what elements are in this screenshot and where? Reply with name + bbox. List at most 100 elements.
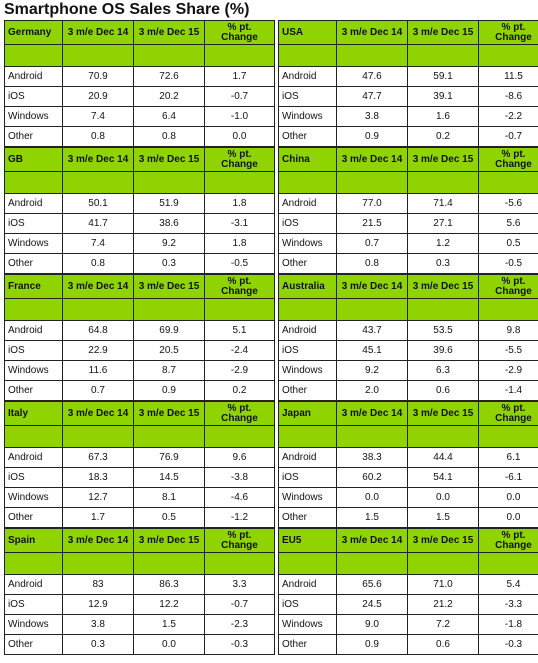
table-row-android: Android 65.6 71.0 5.4 bbox=[278, 574, 538, 595]
spacer-cell bbox=[204, 298, 275, 321]
os-label: Windows bbox=[278, 106, 337, 127]
value-dec-15: 20.5 bbox=[133, 340, 205, 361]
table-row-other: Other 0.9 0.6 -0.3 bbox=[278, 634, 538, 655]
table-row-android: Android 43.7 53.5 9.8 bbox=[278, 320, 538, 341]
column-header: 3 m/e Dec 15 bbox=[133, 401, 205, 426]
table-row-ios: iOS 21.5 27.1 5.6 bbox=[278, 213, 538, 234]
value-pt-change: -2.2 bbox=[478, 106, 538, 127]
os-label: Other bbox=[4, 634, 63, 655]
spacer-cell bbox=[478, 298, 538, 321]
spacer-cell bbox=[336, 44, 408, 67]
region-name: France bbox=[4, 274, 63, 299]
column-header: % pt. Change bbox=[478, 147, 538, 172]
value-dec-14: 7.4 bbox=[62, 233, 134, 254]
os-label: Other bbox=[4, 507, 63, 528]
column-header: 3 m/e Dec 14 bbox=[62, 20, 134, 45]
value-dec-15: 71.4 bbox=[407, 193, 479, 214]
os-label: iOS bbox=[278, 467, 337, 488]
spacer-cell bbox=[407, 298, 479, 321]
value-dec-14: 12.9 bbox=[62, 594, 134, 615]
value-pt-change: 0.5 bbox=[478, 233, 538, 254]
value-pt-change: -2.9 bbox=[478, 360, 538, 381]
os-label: iOS bbox=[4, 340, 63, 361]
column-header: % pt. Change bbox=[204, 528, 275, 553]
table-row-android: Android 77.0 71.4 -5.6 bbox=[278, 193, 538, 214]
value-pt-change: -0.7 bbox=[478, 126, 538, 147]
value-dec-15: 0.3 bbox=[133, 253, 205, 274]
value-pt-change: -0.7 bbox=[204, 86, 275, 107]
spacer-row bbox=[4, 425, 275, 448]
value-pt-change: 1.8 bbox=[204, 233, 275, 254]
os-label: Android bbox=[4, 66, 63, 87]
spacer-cell bbox=[278, 171, 337, 194]
value-dec-15: 0.0 bbox=[133, 634, 205, 655]
value-dec-15: 6.3 bbox=[407, 360, 479, 381]
value-pt-change: -2.4 bbox=[204, 340, 275, 361]
value-dec-14: 9.2 bbox=[336, 360, 408, 381]
os-label: Other bbox=[278, 507, 337, 528]
value-dec-14: 3.8 bbox=[336, 106, 408, 127]
column-header: 3 m/e Dec 14 bbox=[336, 401, 408, 426]
value-dec-15: 1.5 bbox=[407, 507, 479, 528]
spacer-cell bbox=[204, 425, 275, 448]
value-dec-15: 39.1 bbox=[407, 86, 479, 107]
region-table-spain: Spain 3 m/e Dec 14 3 m/e Dec 15% pt. Chang… bbox=[4, 528, 275, 655]
value-pt-change: -2.3 bbox=[204, 614, 275, 635]
header-row: Japan 3 m/e Dec 14 3 m/e Dec 15% pt. Chang… bbox=[278, 401, 538, 426]
os-label: iOS bbox=[278, 340, 337, 361]
spacer-cell bbox=[133, 552, 205, 575]
column-header: 3 m/e Dec 15 bbox=[407, 401, 479, 426]
table-row-windows: Windows 7.4 9.2 1.8 bbox=[4, 233, 275, 254]
region-name: Italy bbox=[4, 401, 63, 426]
value-pt-change: -2.9 bbox=[204, 360, 275, 381]
os-label: Other bbox=[278, 126, 337, 147]
os-label: Android bbox=[278, 66, 337, 87]
region-table: Italy 3 m/e Dec 14 3 m/e Dec 15% pt. Chang… bbox=[4, 401, 275, 528]
region-table-eu5: EU5 3 m/e Dec 14 3 m/e Dec 15% pt. Change A… bbox=[278, 528, 538, 655]
table-row-ios: iOS 18.3 14.5 -3.8 bbox=[4, 467, 275, 488]
os-label: iOS bbox=[4, 213, 63, 234]
value-pt-change: 0.0 bbox=[204, 126, 275, 147]
value-pt-change: 1.7 bbox=[204, 66, 275, 87]
region-name: Spain bbox=[4, 528, 63, 553]
header-row: EU5 3 m/e Dec 14 3 m/e Dec 15% pt. Change bbox=[278, 528, 538, 553]
spacer-cell bbox=[278, 552, 337, 575]
spacer-cell bbox=[204, 171, 275, 194]
region-table-australia: Australia 3 m/e Dec 14 3 m/e Dec 15% pt. C… bbox=[278, 274, 538, 401]
region-name: Japan bbox=[278, 401, 337, 426]
spacer-cell bbox=[407, 425, 479, 448]
column-header: 3 m/e Dec 15 bbox=[133, 528, 205, 553]
spacer-row bbox=[278, 44, 538, 67]
value-dec-15: 14.5 bbox=[133, 467, 205, 488]
value-dec-15: 0.3 bbox=[407, 253, 479, 274]
column-header: 3 m/e Dec 15 bbox=[133, 274, 205, 299]
value-dec-15: 27.1 bbox=[407, 213, 479, 234]
region-table: Australia 3 m/e Dec 14 3 m/e Dec 15% pt. C… bbox=[278, 274, 538, 401]
table-row-windows: Windows 11.6 8.7 -2.9 bbox=[4, 360, 275, 381]
spacer-cell bbox=[336, 552, 408, 575]
value-dec-14: 0.0 bbox=[336, 487, 408, 508]
region-table: France 3 m/e Dec 14 3 m/e Dec 15% pt. Chan… bbox=[4, 274, 275, 401]
os-label: Other bbox=[4, 380, 63, 401]
spacer-cell bbox=[133, 298, 205, 321]
table-row-android: Android 83 86.3 3.3 bbox=[4, 574, 275, 595]
value-pt-change: 1.8 bbox=[204, 193, 275, 214]
spacer-row bbox=[4, 44, 275, 67]
os-label: Windows bbox=[278, 487, 337, 508]
value-dec-15: 7.2 bbox=[407, 614, 479, 635]
column-header: % pt. Change bbox=[478, 274, 538, 299]
value-pt-change: -5.5 bbox=[478, 340, 538, 361]
column-header: 3 m/e Dec 14 bbox=[62, 274, 134, 299]
value-dec-14: 38.3 bbox=[336, 447, 408, 468]
spacer-cell bbox=[336, 298, 408, 321]
table-row-other: Other 1.7 0.5 -1.2 bbox=[4, 507, 275, 528]
value-dec-14: 41.7 bbox=[62, 213, 134, 234]
table-row-other: Other 0.7 0.9 0.2 bbox=[4, 380, 275, 401]
os-label: iOS bbox=[4, 467, 63, 488]
os-label: Windows bbox=[4, 233, 63, 254]
value-pt-change: 3.3 bbox=[204, 574, 275, 595]
spacer-cell bbox=[478, 171, 538, 194]
region-table-italy: Italy 3 m/e Dec 14 3 m/e Dec 15% pt. Chang… bbox=[4, 401, 275, 528]
os-label: Android bbox=[4, 193, 63, 214]
region-table: Japan 3 m/e Dec 14 3 m/e Dec 15% pt. Chang… bbox=[278, 401, 538, 528]
